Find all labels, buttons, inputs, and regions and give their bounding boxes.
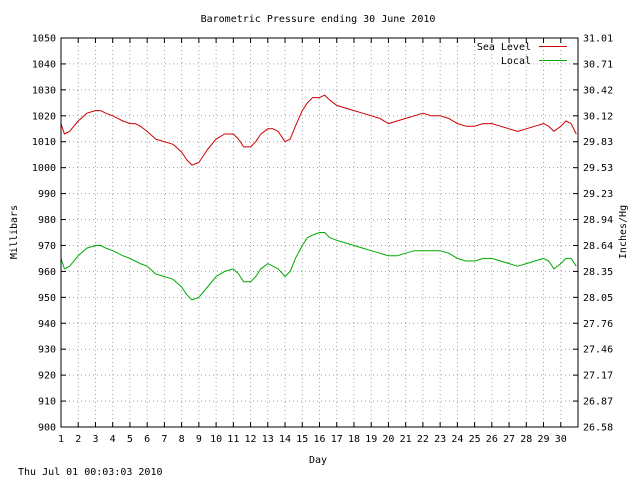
x-tick-label: 17 [331, 434, 343, 445]
x-tick-label: 2 [75, 434, 81, 445]
x-tick-label: 25 [469, 434, 481, 445]
x-axis-label: Day [309, 455, 327, 466]
y2-tick-label: 30.12 [583, 111, 613, 122]
y2-tick-label: 28.64 [583, 241, 613, 252]
y-tick-label: 1020 [32, 111, 56, 122]
y2-tick-label: 27.46 [583, 345, 613, 356]
y2-tick-label: 28.35 [583, 267, 613, 278]
x-tick-label: 13 [262, 434, 274, 445]
x-tick-label: 3 [92, 434, 98, 445]
x-tick-label: 5 [127, 434, 133, 445]
y-tick-label: 960 [38, 267, 56, 278]
x-axis: 1 2 3 4 5 6 7 8 9 10 11 12 13 14 15 16 17 18 19 20 21 22 23 24 2… [58, 38, 567, 445]
y-axis-left: 900 910 920 930 940 950 960 970 980 990 1000 1010 10… [32, 34, 66, 434]
x-tick-label: 19 [365, 434, 377, 445]
y-tick-label: 1000 [32, 163, 56, 174]
y-tick-label: 1030 [32, 85, 56, 96]
y-tick-label: 930 [38, 345, 56, 356]
x-tick-label: 27 [503, 434, 515, 445]
y2-tick-label: 28.94 [583, 215, 613, 226]
x-tick-label: 11 [227, 434, 239, 445]
x-tick-label: 22 [417, 434, 429, 445]
y-tick-label: 990 [38, 189, 56, 200]
timestamp-footer: Thu Jul 01 00:03:03 2010 [18, 467, 163, 478]
chart-title: Barometric Pressure ending 30 June 2010 [201, 14, 436, 25]
x-tick-label: 7 [161, 434, 167, 445]
y2-tick-label: 27.76 [583, 319, 613, 330]
y2-tick-label: 30.71 [583, 59, 613, 70]
legend-label: Sea Level [477, 42, 531, 53]
x-tick-label: 6 [144, 434, 150, 445]
y-tick-label: 910 [38, 397, 56, 408]
x-tick-label: 10 [210, 434, 222, 445]
y-tick-label: 1010 [32, 137, 56, 148]
x-tick-label: 24 [451, 434, 463, 445]
y2-tick-label: 30.42 [583, 85, 613, 96]
x-tick-label: 26 [486, 434, 498, 445]
y2-axis-label: Inches/Hg [618, 205, 629, 259]
x-tick-label: 12 [245, 434, 257, 445]
x-tick-label: 1 [58, 434, 64, 445]
y2-tick-label: 29.53 [583, 163, 613, 174]
x-tick-label: 8 [179, 434, 185, 445]
y2-tick-label: 26.87 [583, 397, 613, 408]
legend-label: Local [501, 56, 531, 67]
x-tick-label: 20 [382, 434, 394, 445]
x-tick-label: 16 [313, 434, 325, 445]
x-tick-label: 4 [110, 434, 116, 445]
x-tick-label: 18 [348, 434, 360, 445]
x-tick-label: 23 [434, 434, 446, 445]
y-tick-label: 920 [38, 371, 56, 382]
y2-tick-label: 28.05 [583, 293, 613, 304]
grid-lines [61, 38, 578, 427]
y-tick-label: 970 [38, 241, 56, 252]
series-layer [60, 94, 577, 301]
y2-tick-label: 29.23 [583, 189, 613, 200]
y-axis-label: Millibars [9, 205, 20, 259]
y2-tick-label: 29.83 [583, 137, 613, 148]
y-axis-right: 26.58 26.87 27.17 27.46 27.76 28.05 28.35 28.64… [573, 34, 613, 434]
x-tick-label: 15 [296, 434, 308, 445]
x-tick-label: 9 [196, 434, 202, 445]
y2-tick-label: 31.01 [583, 34, 613, 45]
y-tick-label: 1040 [32, 59, 56, 70]
legend: Sea Level Local [477, 42, 567, 67]
local-line [60, 232, 577, 301]
x-tick-label: 30 [555, 434, 567, 445]
y2-tick-label: 26.58 [583, 423, 613, 434]
y-tick-label: 1050 [32, 34, 56, 45]
x-tick-label: 21 [400, 434, 412, 445]
y-tick-label: 940 [38, 319, 56, 330]
y2-tick-label: 27.17 [583, 371, 613, 382]
x-tick-label: 29 [538, 434, 550, 445]
y-tick-label: 900 [38, 423, 56, 434]
sea-level-line [60, 94, 577, 166]
y-tick-label: 980 [38, 215, 56, 226]
x-tick-label: 28 [520, 434, 532, 445]
x-tick-label: 14 [279, 434, 291, 445]
y-tick-label: 950 [38, 293, 56, 304]
